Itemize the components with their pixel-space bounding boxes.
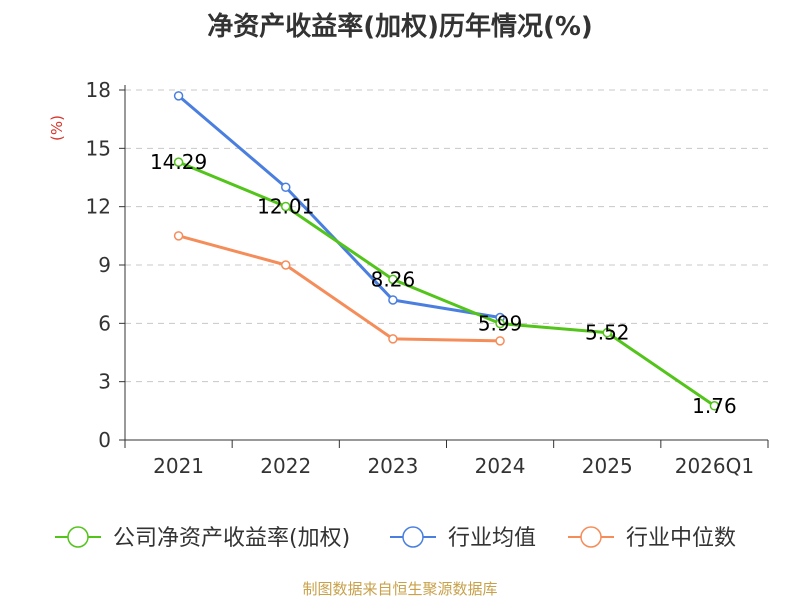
series-line-0 <box>178 160 716 408</box>
legend-label: 公司净资产收益率(加权) <box>113 526 350 551</box>
source-note: 制图数据来自恒生聚源数据库 <box>302 580 498 598</box>
data-label: 8.26 <box>371 267 416 291</box>
data-label: 1.76 <box>692 394 737 418</box>
legend-marker <box>402 526 424 548</box>
data-point <box>709 401 720 411</box>
data-point <box>388 334 398 344</box>
data-point <box>173 231 184 241</box>
data-point <box>281 182 291 192</box>
data-point <box>281 201 291 212</box>
data-label: 5.99 <box>478 312 523 336</box>
x-tick-label: 2022 <box>260 454 311 478</box>
data-label: 14.29 <box>150 150 207 174</box>
y-tick-label: 18 <box>86 78 111 102</box>
data-point <box>173 157 184 167</box>
y-tick-label: 6 <box>98 311 111 335</box>
y-tick-label: 12 <box>86 195 111 219</box>
data-label: 12.01 <box>257 194 314 218</box>
data-point <box>173 91 184 101</box>
legend-marker <box>67 526 89 548</box>
data-point <box>602 327 612 338</box>
legend-label: 行业中位数 <box>626 526 736 551</box>
y-tick-label: 15 <box>86 136 111 160</box>
y-axis-label: (%) <box>48 115 66 141</box>
x-tick-label: 2026Q1 <box>675 454 754 478</box>
y-tick-label: 0 <box>98 428 111 452</box>
legend-label: 行业均值 <box>448 526 536 551</box>
data-point <box>281 260 291 270</box>
legend-marker <box>580 526 602 548</box>
data-label: 5.52 <box>585 321 630 345</box>
x-tick-label: 2024 <box>475 454 526 478</box>
data-point <box>388 295 398 305</box>
data-point <box>495 336 505 346</box>
data-point <box>388 274 398 285</box>
series-line-2 <box>178 234 501 343</box>
x-tick-label: 2025 <box>582 454 633 478</box>
data-point <box>495 318 505 329</box>
x-tick-label: 2023 <box>367 454 418 478</box>
y-tick-label: 9 <box>98 253 111 277</box>
y-tick-label: 3 <box>98 370 111 394</box>
x-tick-label: 2021 <box>153 454 204 478</box>
chart-title: 净资产收益率(加权)历年情况(%) <box>207 12 593 42</box>
